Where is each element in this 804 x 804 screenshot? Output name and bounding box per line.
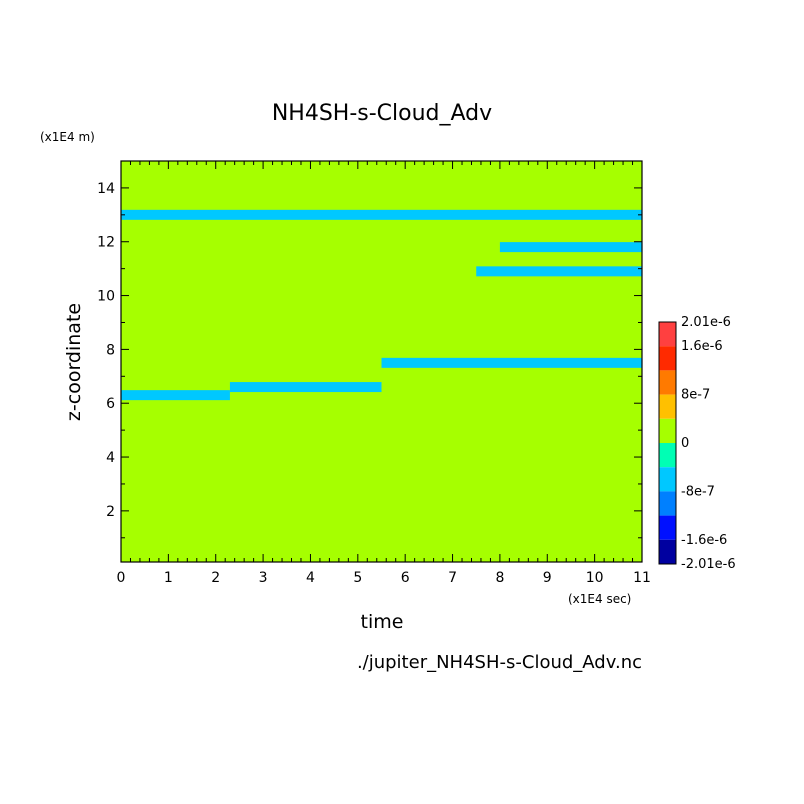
- y-tick-label: 4: [106, 450, 115, 466]
- colorbar-label: 0: [681, 436, 689, 451]
- feature-band-5: [121, 209, 642, 220]
- y-tick-label: 6: [106, 396, 115, 412]
- colorbar-label: -8e-7: [681, 484, 715, 499]
- x-axis-label: time: [361, 611, 404, 633]
- colorbar-label: 8e-7: [681, 388, 710, 403]
- colorbar-swatch: [659, 370, 676, 395]
- x-tick-label: 8: [495, 570, 504, 586]
- feature-band-3: [476, 266, 642, 277]
- x-tick-label: 11: [633, 570, 651, 586]
- colorbar-swatch: [659, 539, 676, 564]
- x-tick-label: 10: [586, 570, 604, 586]
- x-tick-label: 9: [543, 570, 552, 586]
- y-axis: 2 4 6 8 10 12 14: [97, 160, 642, 539]
- feature-band-4: [499, 242, 642, 253]
- colorbar-label: -2.01e-6: [681, 557, 736, 572]
- colorbar-swatch: [659, 443, 676, 468]
- y-tick-label: 12: [97, 235, 115, 251]
- x-tick-label: 0: [117, 570, 126, 586]
- source-filename: ./jupiter_NH4SH-s-Cloud_Adv.nc: [357, 652, 642, 673]
- x-tick-label: 7: [448, 570, 457, 586]
- x-tick-label: 3: [259, 570, 268, 586]
- chart-title: NH4SH-s-Cloud_Adv: [272, 101, 492, 126]
- feature-band-2: [381, 357, 642, 368]
- colorbar-swatch: [659, 515, 676, 540]
- colorbar-swatch: [659, 491, 676, 516]
- y-tick-label: 14: [97, 181, 115, 197]
- colorbar: 2.01e-6 1.6e-6 8e-7 0 -8e-7 -1.6e-6 -2.01e-6: [658, 315, 736, 572]
- contour-features: [121, 209, 642, 401]
- plot-frame: [120, 160, 643, 563]
- y-tick-label: 10: [97, 289, 115, 305]
- colorbar-swatch: [659, 322, 676, 347]
- y-axis-label: z-coordinate: [63, 303, 85, 421]
- colorbar-swatch: [659, 467, 676, 492]
- x-tick-label: 2: [211, 570, 220, 586]
- y-unit-label: (x1E4 m): [40, 130, 95, 144]
- colorbar-label: 1.6e-6: [681, 339, 723, 354]
- feature-band-1: [229, 382, 382, 393]
- colorbar-frame: [658, 321, 677, 565]
- feature-band-0: [121, 390, 230, 401]
- colorbar-swatch: [659, 394, 676, 419]
- x-tick-label: 4: [306, 570, 315, 586]
- colorbar-label: -1.6e-6: [681, 533, 727, 548]
- colorbar-swatch: [659, 346, 676, 371]
- colorbar-swatch: [659, 418, 676, 443]
- plot-area: [120, 160, 643, 563]
- y-tick-label: 8: [106, 342, 115, 358]
- colorbar-label: 2.01e-6: [681, 315, 731, 330]
- x-tick-label: 6: [401, 570, 410, 586]
- x-tick-label: 5: [353, 570, 362, 586]
- y-tick-label: 2: [106, 504, 115, 520]
- x-tick-label: 1: [164, 570, 173, 586]
- x-axis: 0 1 2 3 4 5 6 7 8 9 10 11: [117, 161, 651, 586]
- x-unit-label: (x1E4 sec): [568, 592, 631, 606]
